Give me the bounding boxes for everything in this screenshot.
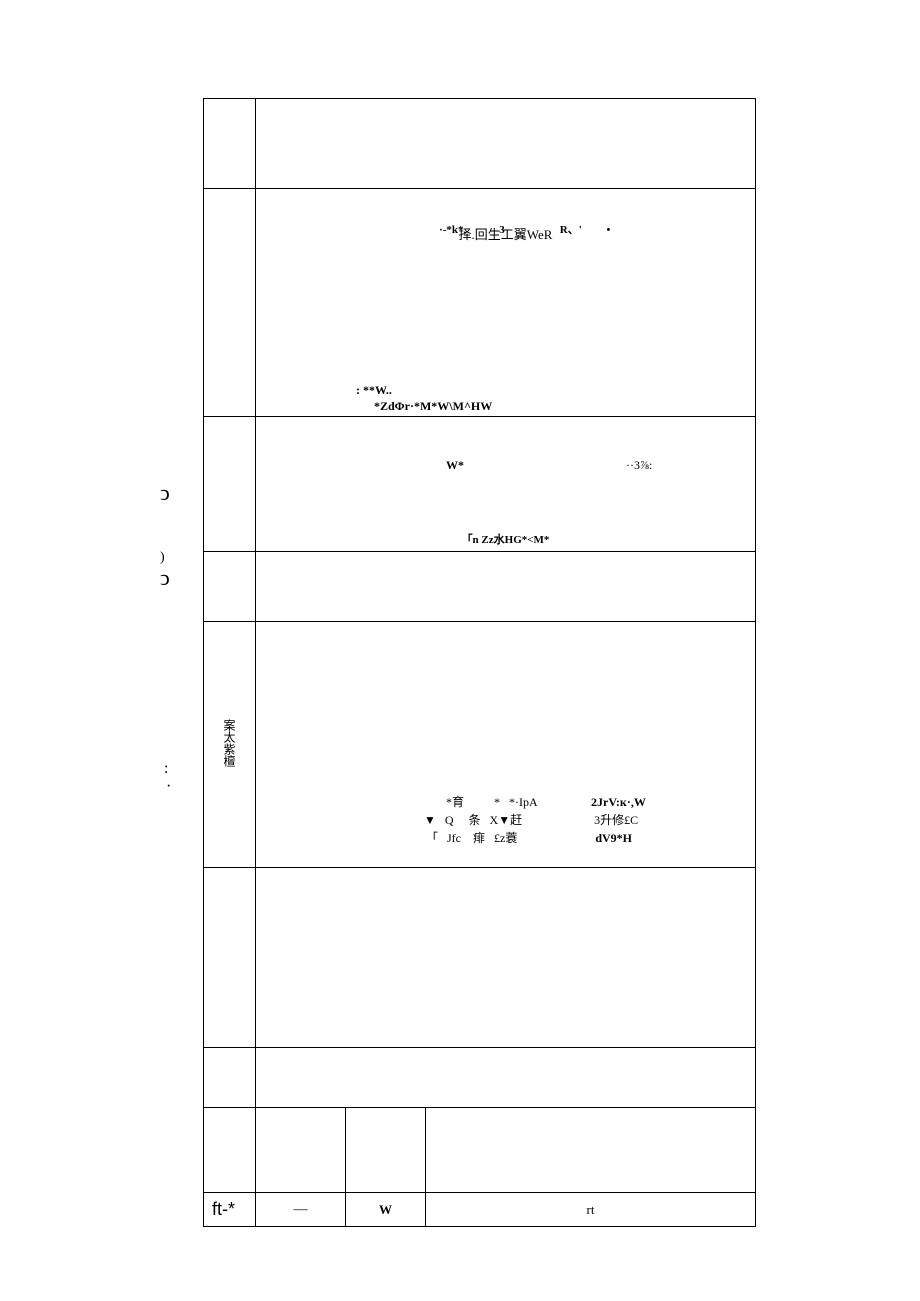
table-cell xyxy=(204,868,256,1048)
table-cell xyxy=(204,1048,256,1108)
table-cell: rt xyxy=(426,1193,756,1227)
table-cell: ·-*k*, 3 R、' • 择.回生工翼WeR xyxy=(256,99,756,189)
text-fragment: ··3⅞: xyxy=(626,458,652,473)
table-cell xyxy=(204,1108,256,1193)
table-cell xyxy=(426,1108,756,1193)
table-cell: *育 * *·IpA 2JrV:к·,W ▼ Q 条 X▼赶 3升修£C xyxy=(256,622,756,868)
margin-symbol: ↄ xyxy=(160,565,170,591)
margin-symbol: ↄ xyxy=(160,480,170,506)
main-table: ·-*k*, 3 R、' • 择.回生工翼WeR W* ··3⅞: xyxy=(203,98,756,1227)
margin-symbol: ) xyxy=(160,550,165,566)
table-cell xyxy=(204,189,256,417)
text-fragment: ft-* xyxy=(212,1199,235,1219)
table-cell xyxy=(204,552,256,622)
document-page: ↄ ) ↄ : · ·-*k*, 3 R、' • xyxy=(0,0,920,1301)
table-cell xyxy=(346,1108,426,1193)
table-cell xyxy=(256,868,756,1048)
table-cell xyxy=(256,552,756,622)
text-fragment: W* xyxy=(446,458,464,473)
text-fragment: dV9*H xyxy=(595,831,632,845)
row-side-label: 案太紫檀 xyxy=(221,719,238,767)
table-cell: — xyxy=(256,1193,346,1227)
table-row: ·-*k*, 3 R、' • 择.回生工翼WeR xyxy=(204,99,756,189)
table-cell xyxy=(204,417,256,552)
table-row: ft-* — W rt xyxy=(204,1193,756,1227)
table-cell: 案太紫檀 xyxy=(204,622,256,868)
text-fragment: : **W.. xyxy=(356,383,392,398)
table-row xyxy=(204,1108,756,1193)
text-fragment: 「n Zz水HG*<M* xyxy=(462,534,550,546)
margin-symbol: · xyxy=(166,778,171,796)
table-cell: 「n Zz水HG*<M* xyxy=(256,417,756,552)
left-margin-annotations: ↄ ) ↄ : · xyxy=(150,480,190,880)
table-row: 「n Zz水HG*<M* xyxy=(204,417,756,552)
text-fragment: 择.回生工翼WeR xyxy=(459,227,553,242)
table-cell: ft-* xyxy=(204,1193,256,1227)
table-cell: W xyxy=(346,1193,426,1227)
table-row: 案太紫檀 *育 * *·IpA 2JrV:к·,W ▼ Q 条 X▼赶 xyxy=(204,622,756,868)
text-fragment: — xyxy=(294,1202,308,1217)
table-row xyxy=(204,1048,756,1108)
text-fragment: 痱 £z蓑 xyxy=(473,831,517,845)
table-cell xyxy=(256,1048,756,1108)
table-row xyxy=(204,868,756,1048)
text-fragment: rt xyxy=(587,1202,595,1217)
text-fragment: 「 Jfc xyxy=(426,831,461,845)
table-cell xyxy=(256,1108,346,1193)
margin-symbol: : xyxy=(164,760,168,778)
text-fragment: W xyxy=(379,1202,392,1217)
table-cell xyxy=(204,99,256,189)
text-fragment: *ZdΦr·*M*W\M^HW xyxy=(374,399,492,414)
table-row xyxy=(204,552,756,622)
